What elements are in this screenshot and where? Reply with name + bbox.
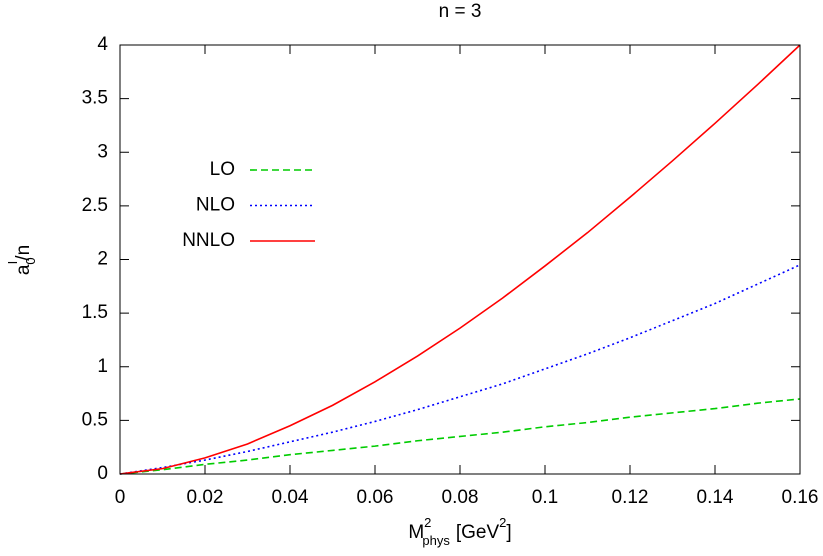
y-tick-label: 1 (97, 356, 108, 377)
y-tick-label: 1.5 (82, 302, 108, 323)
y-label-sub: 0 (23, 257, 38, 264)
x-tick-label: 0.08 (442, 487, 479, 508)
y-tick-label: 2 (97, 249, 108, 270)
y-tick-label: 4 (97, 34, 108, 55)
legend-label: NNLO (182, 230, 235, 251)
y-label-base: a (13, 264, 34, 275)
legend-label: NLO (196, 195, 235, 216)
y-label-sup: I (5, 261, 20, 265)
y-label-rest: /n (13, 245, 34, 261)
x-tick-label: 0.16 (782, 487, 819, 508)
x-label-sup: 2 (424, 515, 431, 530)
y-tick-label: 0 (97, 463, 108, 484)
chart-title: n = 3 (439, 1, 482, 22)
x-tick-label: 0.06 (357, 487, 394, 508)
y-tick-label: 3 (97, 141, 108, 162)
x-tick-label: 0 (115, 487, 126, 508)
x-tick-label: 0.04 (272, 487, 309, 508)
x-label-close: ] (506, 522, 511, 543)
series-line (119, 264, 801, 475)
y-tick-label: 3.5 (82, 88, 108, 109)
y-tick-label: 2.5 (82, 195, 108, 216)
y-axis-label: a0I/n (5, 245, 38, 275)
x-tick-label: 0.12 (612, 487, 649, 508)
legend-label: LO (210, 159, 235, 180)
plot-border (119, 44, 801, 475)
y-tick-label: 0.5 (82, 409, 108, 430)
x-label-base: M (408, 522, 424, 543)
series-line (119, 398, 801, 475)
series-line (119, 44, 801, 475)
x-tick-label: 0.02 (187, 487, 224, 508)
x-tick-label: 0.1 (532, 487, 558, 508)
x-tick-label: 0.14 (697, 487, 734, 508)
x-label-sub: phys (422, 533, 450, 548)
x-label-unit-sup: 2 (499, 515, 506, 530)
x-axis-label: M2 phys [GeV2] (408, 515, 511, 548)
x-label-rest: [GeV (456, 522, 500, 543)
